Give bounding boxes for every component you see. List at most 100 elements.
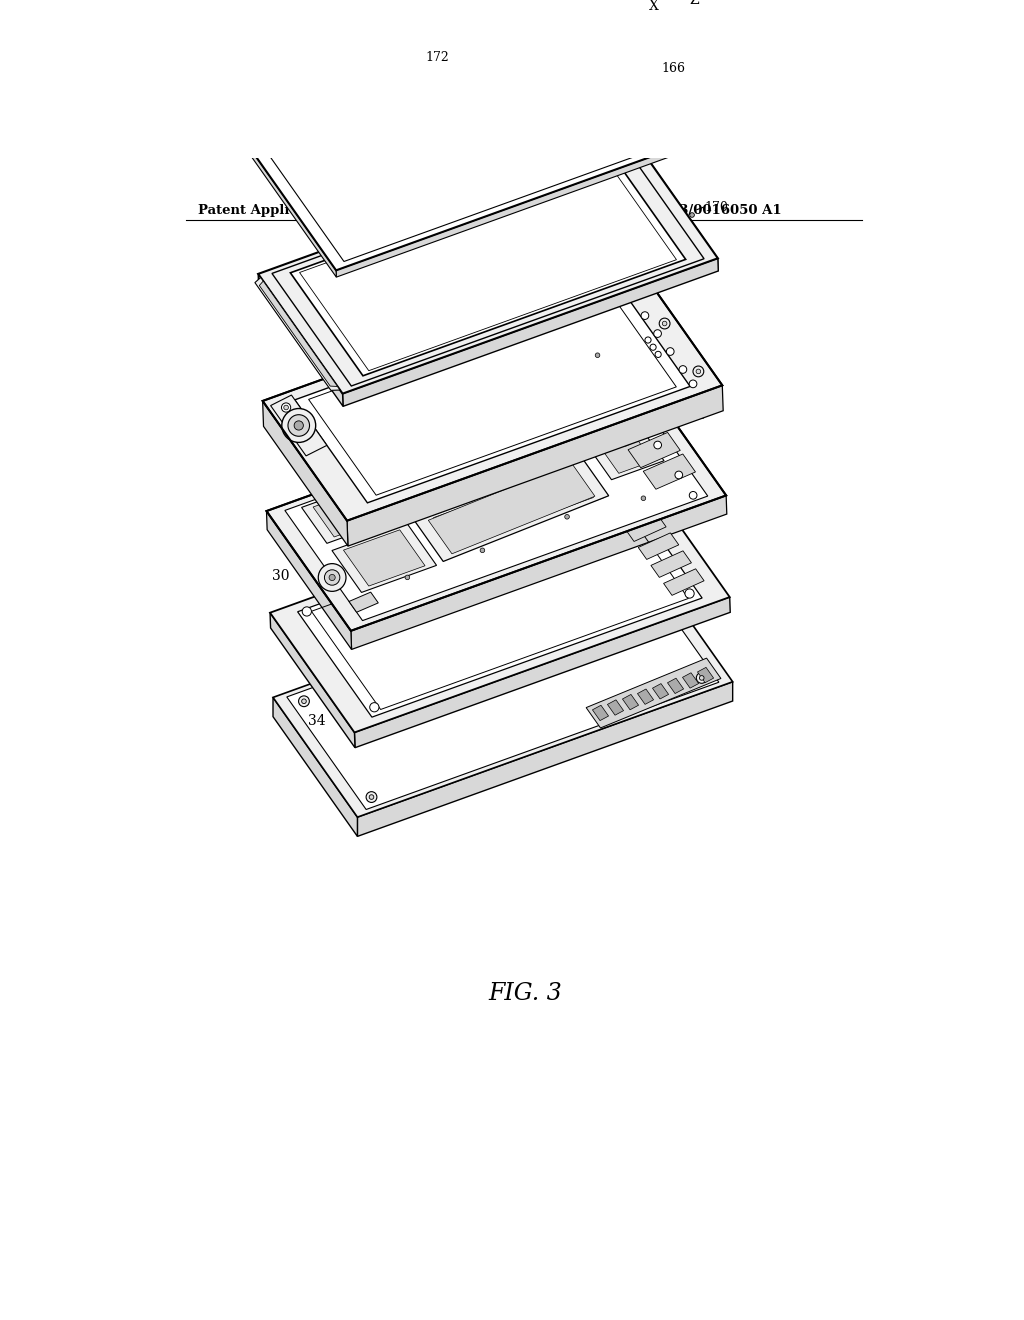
Text: 38: 38	[679, 393, 695, 407]
Circle shape	[696, 370, 700, 374]
Polygon shape	[298, 492, 702, 717]
Circle shape	[641, 496, 646, 500]
Text: 26: 26	[667, 376, 683, 388]
Polygon shape	[598, 389, 650, 425]
Polygon shape	[643, 454, 695, 490]
Polygon shape	[270, 478, 730, 733]
Circle shape	[370, 795, 374, 800]
Polygon shape	[664, 569, 705, 595]
Circle shape	[282, 403, 291, 412]
Polygon shape	[519, 461, 605, 519]
Circle shape	[675, 471, 683, 479]
Text: Z: Z	[690, 0, 699, 8]
Polygon shape	[300, 161, 677, 371]
Circle shape	[633, 280, 637, 284]
Circle shape	[689, 380, 697, 388]
Circle shape	[630, 276, 640, 286]
Polygon shape	[357, 681, 732, 837]
Circle shape	[367, 792, 377, 803]
Circle shape	[284, 405, 289, 409]
Circle shape	[685, 589, 694, 598]
Circle shape	[689, 491, 697, 499]
Circle shape	[641, 312, 649, 319]
Polygon shape	[428, 463, 595, 554]
Polygon shape	[258, 139, 718, 393]
Text: US 2013/0016050 A1: US 2013/0016050 A1	[626, 205, 781, 218]
Circle shape	[294, 421, 303, 430]
Text: —174: —174	[373, 438, 410, 451]
Circle shape	[288, 414, 309, 436]
Circle shape	[318, 564, 346, 591]
Polygon shape	[248, 145, 336, 277]
Text: 176: 176	[472, 375, 496, 388]
Circle shape	[693, 366, 703, 376]
Text: 170: 170	[705, 201, 728, 214]
Polygon shape	[291, 156, 686, 376]
Circle shape	[299, 696, 309, 706]
Polygon shape	[273, 562, 732, 817]
Circle shape	[629, 576, 633, 579]
Polygon shape	[262, 265, 722, 520]
Polygon shape	[682, 673, 698, 688]
Polygon shape	[634, 139, 718, 271]
Polygon shape	[467, 424, 559, 483]
Polygon shape	[433, 495, 518, 548]
Circle shape	[633, 412, 640, 418]
Polygon shape	[295, 284, 690, 503]
Circle shape	[614, 490, 624, 499]
Polygon shape	[612, 411, 666, 446]
Circle shape	[302, 700, 306, 704]
Circle shape	[696, 672, 708, 684]
Polygon shape	[613, 496, 653, 524]
Polygon shape	[287, 570, 719, 809]
Text: 34: 34	[307, 714, 326, 727]
Circle shape	[654, 441, 662, 449]
Polygon shape	[422, 488, 529, 554]
Circle shape	[645, 337, 651, 343]
Polygon shape	[651, 550, 691, 577]
Polygon shape	[586, 659, 721, 727]
Text: 106: 106	[439, 197, 464, 210]
Polygon shape	[258, 275, 343, 407]
Polygon shape	[531, 467, 594, 512]
Polygon shape	[349, 593, 378, 612]
Polygon shape	[313, 490, 383, 537]
Polygon shape	[561, 403, 618, 442]
Circle shape	[699, 676, 705, 680]
Polygon shape	[270, 395, 327, 455]
Polygon shape	[255, 277, 340, 391]
Polygon shape	[395, 459, 466, 507]
Polygon shape	[478, 430, 548, 478]
Circle shape	[302, 607, 311, 616]
Circle shape	[480, 548, 484, 553]
Circle shape	[690, 213, 694, 218]
Circle shape	[679, 366, 687, 374]
Circle shape	[663, 321, 667, 326]
Polygon shape	[343, 529, 425, 586]
Polygon shape	[259, 281, 338, 387]
Polygon shape	[626, 515, 667, 541]
Polygon shape	[347, 385, 723, 546]
Polygon shape	[266, 376, 726, 631]
Circle shape	[618, 280, 626, 288]
Polygon shape	[652, 684, 669, 700]
Circle shape	[595, 352, 600, 358]
Text: Jan. 17, 2013  Sheet 3 of 18: Jan. 17, 2013 Sheet 3 of 18	[404, 205, 609, 218]
Circle shape	[667, 347, 674, 355]
Circle shape	[653, 330, 662, 338]
Text: 166: 166	[662, 62, 686, 75]
Text: FIG. 3: FIG. 3	[487, 982, 562, 1006]
Circle shape	[406, 576, 410, 579]
Circle shape	[629, 294, 636, 301]
Text: 30: 30	[272, 569, 290, 583]
Polygon shape	[668, 678, 684, 693]
Polygon shape	[354, 597, 730, 747]
Polygon shape	[604, 441, 652, 474]
Circle shape	[626, 572, 636, 582]
Polygon shape	[336, 132, 719, 277]
Text: 40: 40	[690, 409, 707, 422]
Polygon shape	[415, 455, 608, 561]
Circle shape	[329, 574, 335, 581]
Text: X: X	[649, 0, 658, 13]
Polygon shape	[638, 533, 679, 560]
